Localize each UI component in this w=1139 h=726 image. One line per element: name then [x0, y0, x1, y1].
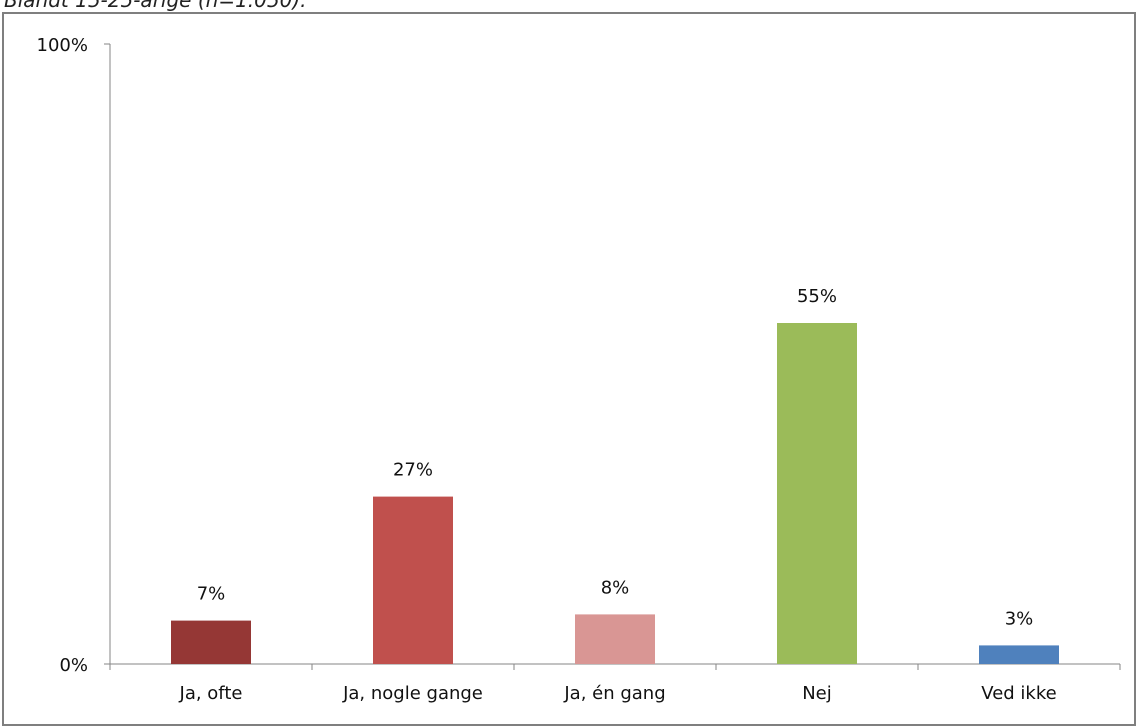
bar-value-label: 3% — [1005, 608, 1034, 629]
bar — [373, 496, 453, 664]
category-label: Nej — [802, 683, 832, 704]
bar-value-label: 8% — [601, 577, 630, 598]
bar-value-label: 27% — [393, 460, 433, 481]
bar-value-label: 55% — [797, 286, 837, 307]
chart-caption: Blandt 15-25-årige (n=1.050). — [4, 0, 307, 12]
bar — [777, 323, 857, 664]
chart-frame — [2, 12, 1136, 726]
category-label: Ja, ofte — [179, 683, 243, 704]
category-label: Ja, nogle gange — [342, 683, 483, 704]
bar — [575, 614, 655, 664]
bar-value-label: 7% — [197, 584, 226, 605]
y-tick-label: 0% — [59, 655, 88, 676]
bar — [979, 645, 1059, 664]
category-label: Ja, én gang — [563, 683, 665, 704]
y-tick-label: 100% — [37, 35, 88, 56]
category-label: Ved ikke — [981, 683, 1056, 704]
bar — [171, 620, 251, 664]
